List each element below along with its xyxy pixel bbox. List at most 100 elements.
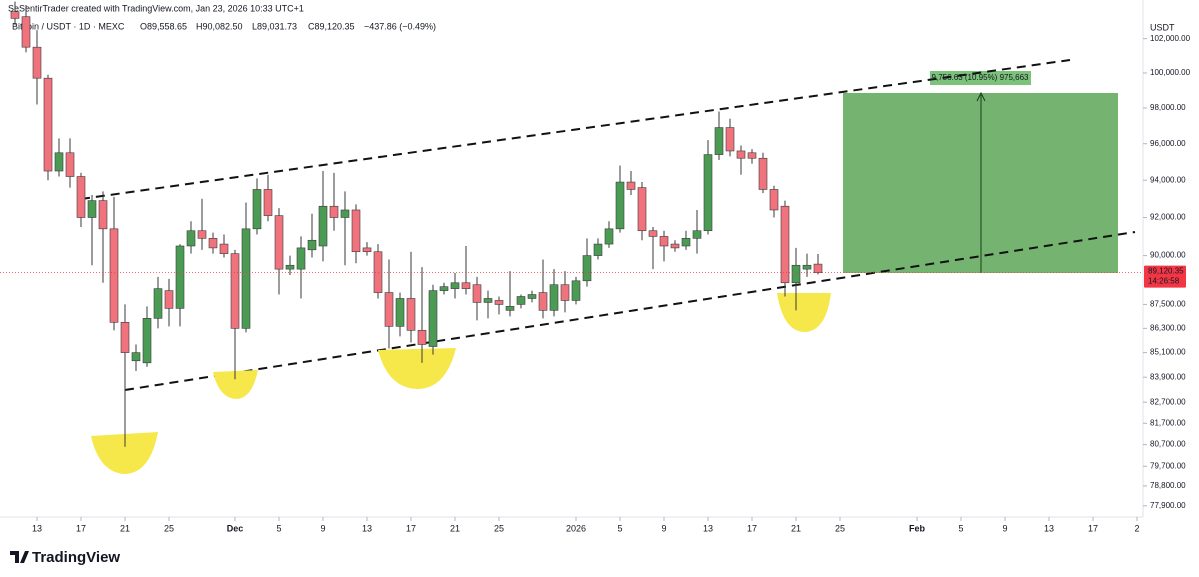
candle-body xyxy=(120,322,130,353)
candle-body xyxy=(87,200,97,218)
candle-body xyxy=(98,200,108,230)
x-tick-label: 5 xyxy=(617,523,622,533)
change-label: −437.86 (−0.49%) xyxy=(364,21,436,31)
candle-body xyxy=(714,127,724,155)
candle-body xyxy=(175,245,185,309)
candle-body xyxy=(505,306,515,311)
candle-body xyxy=(791,264,801,284)
y-tick-label: 83,900.00 xyxy=(1150,372,1186,381)
symbol: Bitcoin / USDT · 1D · MEXC xyxy=(12,21,125,31)
x-tick-label: 13 xyxy=(1044,523,1054,533)
last-price-label: 89,120.35 xyxy=(1148,267,1184,276)
candle-body xyxy=(351,209,361,253)
candle-body xyxy=(769,189,779,211)
last-price-box xyxy=(1144,265,1186,288)
candle-body xyxy=(186,230,196,247)
candles xyxy=(10,1,823,447)
x-tick-label: Feb xyxy=(909,523,926,533)
x-tick-label: 21 xyxy=(120,523,130,533)
highlight xyxy=(378,348,456,389)
x-tick-label: 17 xyxy=(747,523,757,533)
y-tick-label: 100,000.00 xyxy=(1150,68,1191,77)
y-tick-label: 85,100.00 xyxy=(1150,348,1186,357)
candle-body xyxy=(329,205,339,218)
candle-body xyxy=(813,263,823,273)
candle-body xyxy=(395,298,405,327)
candle-body xyxy=(307,239,317,251)
upper-channel xyxy=(80,59,1071,200)
candle-body xyxy=(417,330,427,345)
x-tick-label: 17 xyxy=(1088,523,1098,533)
axis-unit: USDT xyxy=(1150,22,1175,32)
measure-label: 9,756.63 (10.95%) 975,663 xyxy=(932,73,1030,82)
candle-body xyxy=(252,189,262,230)
candle-body xyxy=(153,288,163,319)
x-tick-label: 13 xyxy=(32,523,42,533)
credit: SeSentirTrader created with TradingView.… xyxy=(8,3,304,13)
candle-body xyxy=(659,236,669,247)
candle-body xyxy=(362,247,372,253)
candle-body xyxy=(637,187,647,232)
candle-body xyxy=(527,294,537,299)
candle-body xyxy=(626,181,636,190)
x-tick-label: 25 xyxy=(494,523,504,533)
x-tick-label: 13 xyxy=(703,523,713,533)
y-tick-label: 81,700.00 xyxy=(1150,418,1186,427)
drawings xyxy=(80,59,1136,474)
candle-body xyxy=(384,292,394,327)
candle-body xyxy=(516,296,526,305)
candle-body xyxy=(164,290,174,309)
x-tick-label: Dec xyxy=(227,523,244,533)
y-tick-label: 86,300.00 xyxy=(1150,323,1186,332)
candle-body xyxy=(681,238,691,247)
candle-body xyxy=(802,264,812,270)
candle-body xyxy=(472,284,482,303)
brand-icon xyxy=(10,551,29,563)
ohlc-label: C89,120.35 xyxy=(308,21,355,31)
candle-body xyxy=(494,300,504,305)
lower-channel xyxy=(124,231,1136,391)
candle-body xyxy=(208,238,218,249)
measure-label-box xyxy=(930,71,1031,85)
candle-body xyxy=(692,230,702,239)
candle-body xyxy=(736,150,746,159)
x-tick-label: 13 xyxy=(362,523,372,533)
candle-body xyxy=(43,77,53,172)
y-tick-label: 78,800.00 xyxy=(1150,481,1186,490)
x-tick-label: 21 xyxy=(450,523,460,533)
y-tick-label: 92,000.00 xyxy=(1150,213,1186,222)
candle-body xyxy=(439,286,449,291)
x-tick-label: 17 xyxy=(406,523,416,533)
candle-body xyxy=(32,46,42,79)
brand-name: TradingView xyxy=(32,549,120,566)
x-tick-label: 25 xyxy=(164,523,174,533)
candle-body xyxy=(142,318,152,364)
candle-body xyxy=(406,298,416,331)
brand: TradingView xyxy=(10,549,120,566)
candle-body xyxy=(318,205,328,247)
x-tick-label: 9 xyxy=(661,523,666,533)
candle-body xyxy=(670,243,680,249)
candle-body xyxy=(549,284,559,311)
y-tick-label: 90,000.00 xyxy=(1150,251,1186,260)
candle-body xyxy=(263,189,273,216)
y-tick-label: 102,000.00 xyxy=(1150,34,1191,43)
candle-body xyxy=(648,230,658,237)
ohlc-label: L89,031.73 xyxy=(252,21,297,31)
candle-body xyxy=(560,284,570,301)
candle-body xyxy=(450,282,460,289)
candle-body xyxy=(230,253,240,329)
candle-body xyxy=(219,243,229,254)
candle-body xyxy=(703,154,713,232)
x-tick-label: 21 xyxy=(791,523,801,533)
highlight xyxy=(777,293,831,332)
candle-body xyxy=(76,176,86,218)
countdown-label: 14:26:58 xyxy=(1148,277,1180,286)
candle-body xyxy=(604,228,614,245)
candle-body xyxy=(285,264,295,270)
candle-body xyxy=(109,228,119,323)
candle-body xyxy=(461,282,471,289)
candle-body xyxy=(21,16,31,48)
